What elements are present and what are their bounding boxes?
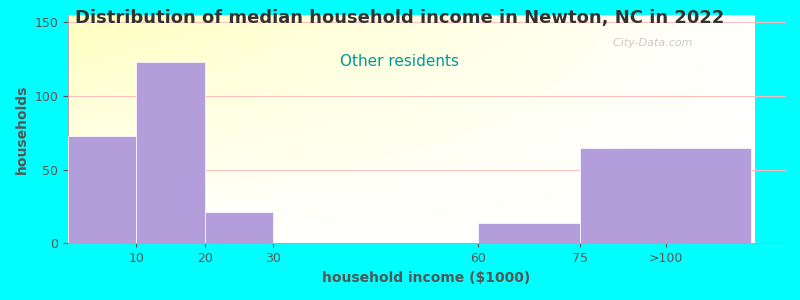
Bar: [205, 212, 273, 243]
Text: Other residents: Other residents: [341, 54, 459, 69]
Text: Distribution of median household income in Newton, NC in 2022: Distribution of median household income …: [75, 9, 725, 27]
Bar: [137, 62, 205, 243]
Bar: [478, 223, 580, 243]
X-axis label: household income ($1000): household income ($1000): [322, 271, 530, 285]
Text: City-Data.com: City-Data.com: [606, 38, 692, 48]
Bar: [68, 136, 137, 243]
Bar: [580, 148, 751, 243]
Y-axis label: households: households: [15, 85, 29, 174]
